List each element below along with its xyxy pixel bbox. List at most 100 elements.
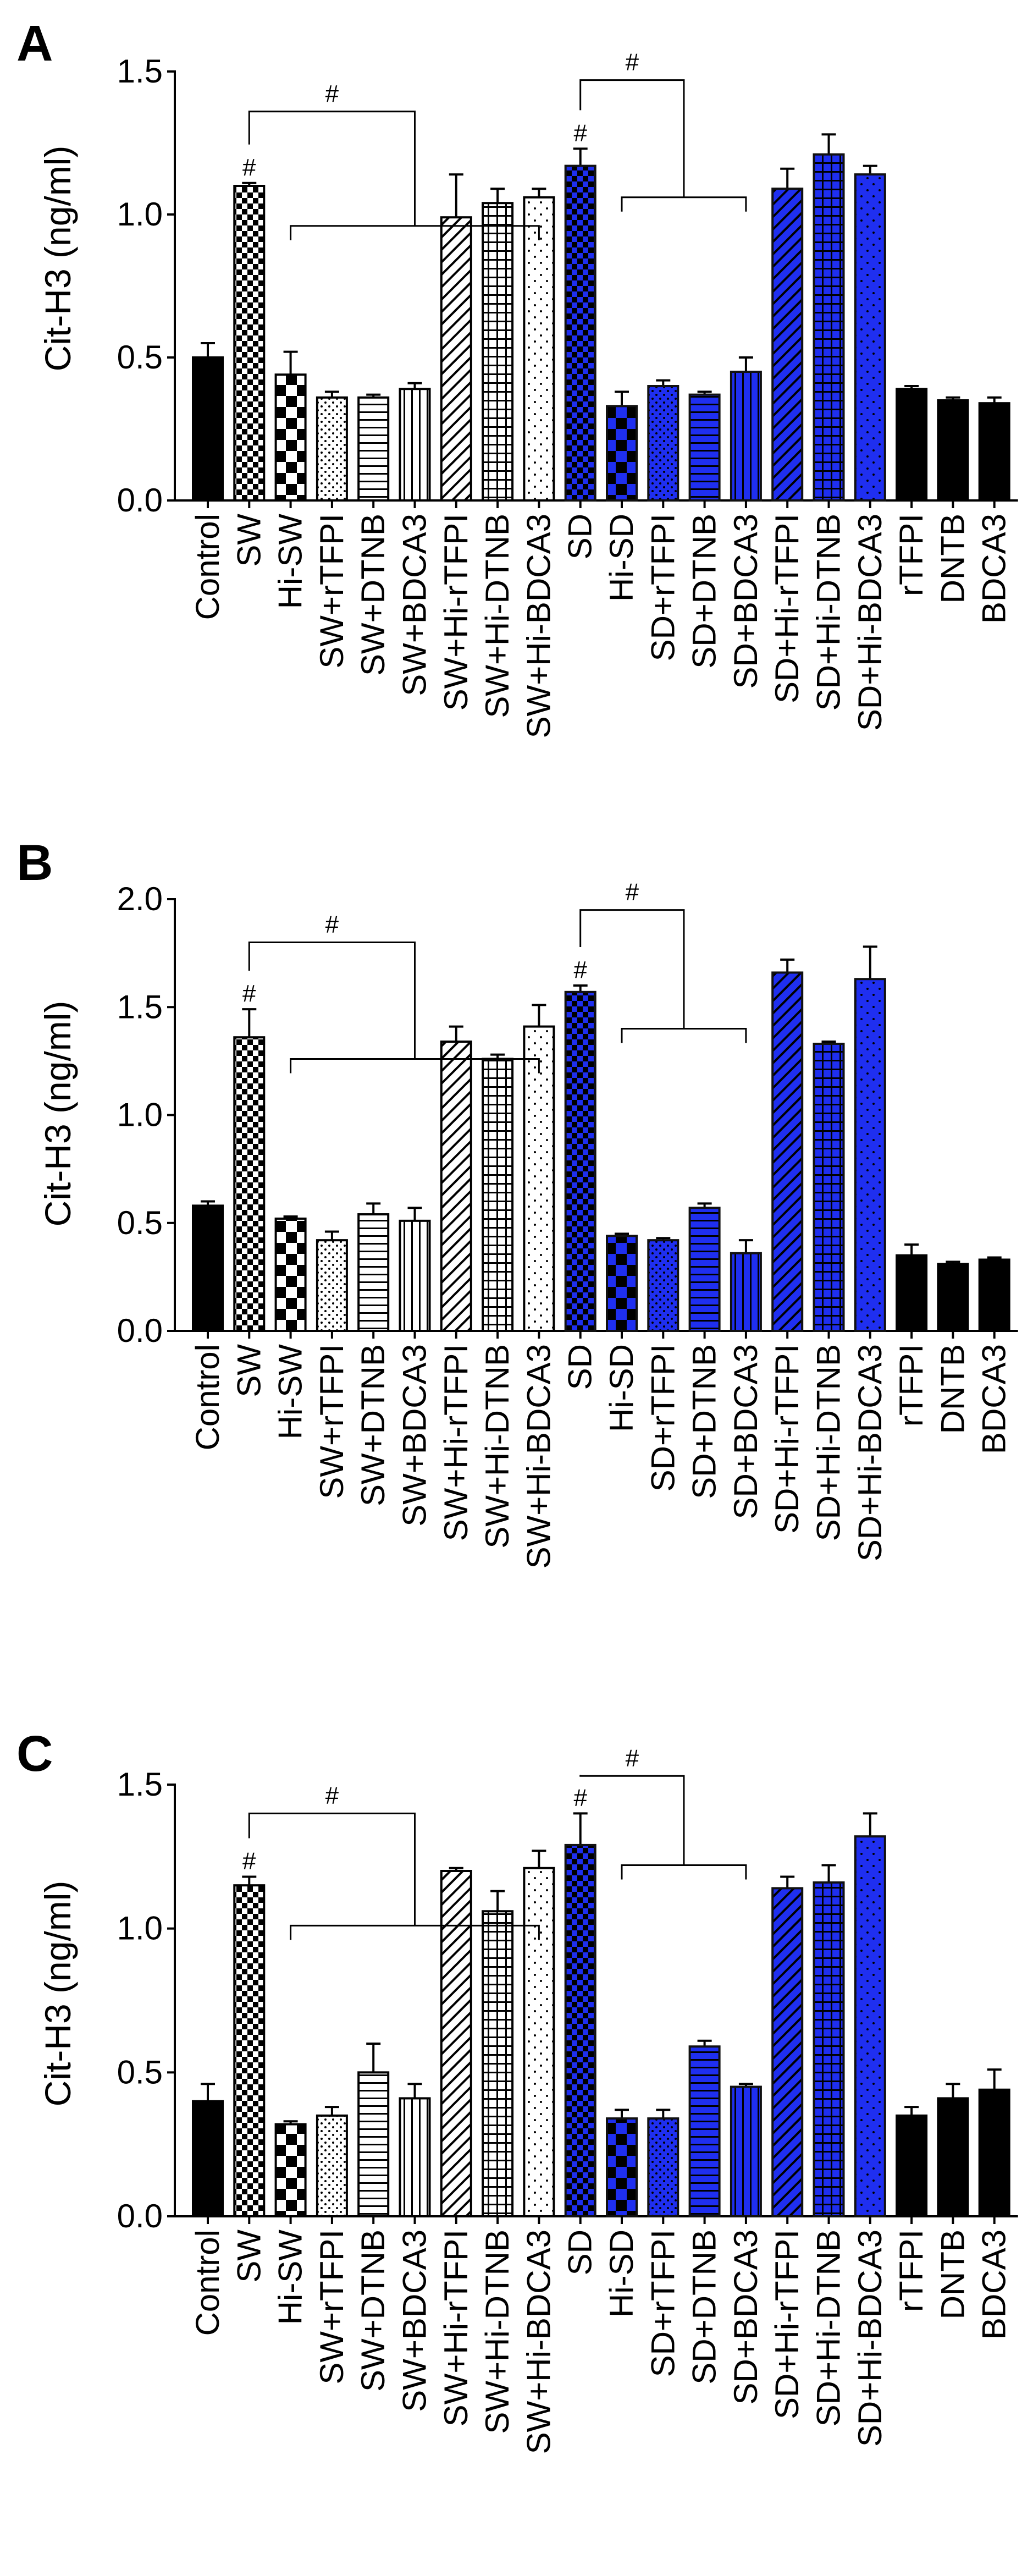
bar-sw-dtnb [357, 1213, 390, 1333]
bar-sd-hi-bdca3 [854, 1835, 886, 2217]
comparison-bracket-span [621, 1864, 747, 1880]
x-tick-label: SW+Hi-DTNB [479, 2230, 516, 2434]
bracket-significance-marker: # [626, 879, 639, 906]
bar-sw-hi-dtnb [482, 1910, 514, 2217]
bar-sw-hi-rtfpi [440, 1041, 472, 1333]
y-tick-label: 0.5 [117, 1204, 163, 1241]
bar-hi-sw [274, 2123, 307, 2218]
y-axis-label: Cit-H3 (ng/ml) [37, 146, 78, 372]
bar-sd-dtnb [688, 2045, 721, 2218]
x-tick-label: SD [562, 514, 599, 559]
x-tick-label: Control [189, 1344, 226, 1450]
bar-dntb [937, 399, 969, 502]
bar-sd-hi-rtfpi [771, 188, 804, 502]
y-tick-label: 0.0 [117, 1312, 163, 1349]
y-axis-label: Cit-H3 (ng/ml) [37, 1001, 78, 1227]
bar-sw-hi-bdca3 [523, 1867, 555, 2217]
bar-bdca3 [978, 2088, 1010, 2218]
x-tick-label: rTFPI [893, 1344, 930, 1427]
x-tick-label: SW+Hi-rTFPI [438, 1344, 474, 1541]
x-tick-label: SD [562, 1344, 599, 1390]
y-axis-label: Cit-H3 (ng/ml) [37, 1881, 78, 2107]
bar-sw-bdca3 [399, 2097, 431, 2218]
x-tick-label: SD+DTNB [686, 514, 723, 669]
x-tick-label: Control [189, 2230, 226, 2336]
bar-sd-bdca3 [730, 2085, 762, 2217]
x-tick-label: BDCA3 [976, 2230, 1013, 2340]
x-tick-label: SD+Hi-BDCA3 [852, 1344, 888, 1561]
significance-marker: # [242, 980, 256, 1007]
bar-bdca3 [978, 402, 1010, 502]
y-tick-label: 0.0 [117, 482, 163, 519]
bracket-significance-marker: # [325, 911, 339, 938]
bar-sw [233, 1036, 266, 1332]
y-tick-label: 1.0 [117, 1910, 163, 1947]
bar-rtfpi [896, 1254, 928, 1332]
x-tick-label: SD+Hi-DTNB [810, 1344, 847, 1541]
x-tick-label: SD+Hi-DTNB [810, 2230, 847, 2426]
x-tick-label: rTFPI [893, 514, 930, 596]
x-tick-label: Control [189, 514, 226, 620]
bar-sd-hi-rtfpi [771, 1887, 804, 2217]
bar-sd-hi-dtnb [813, 1881, 845, 2217]
x-tick-label: SD+Hi-BDCA3 [852, 514, 888, 731]
bar-control [192, 1204, 224, 1333]
x-tick-label: SD+rTFPI [644, 514, 681, 661]
bar-dntb [937, 2097, 969, 2218]
bar-sd-dtnb [688, 1207, 721, 1332]
x-tick-label: SW+BDCA3 [396, 1344, 433, 1527]
x-tick-label: SD+DTNB [686, 2230, 723, 2385]
y-tick-label: 1.5 [117, 1766, 163, 1803]
x-tick-label: SW+rTFPI [313, 514, 350, 669]
bar-sd-hi-dtnb [813, 1042, 845, 1332]
comparison-bracket-span [621, 196, 747, 212]
bracket-significance-marker: # [626, 49, 639, 76]
comparison-bracket [579, 909, 685, 1029]
x-tick-label: SW+Hi-DTNB [479, 514, 516, 718]
x-tick-label: SW [230, 1344, 267, 1397]
x-tick-label: BDCA3 [976, 1344, 1013, 1454]
bar-sd [564, 164, 596, 502]
y-tick-label: 1.5 [117, 53, 163, 90]
bar-sw [233, 185, 266, 502]
comparison-bracket [248, 111, 416, 226]
bracket-significance-marker: # [626, 1744, 639, 1771]
bar-sd-hi-bdca3 [854, 978, 886, 1332]
x-tick-label: SD+Hi-DTNB [810, 514, 847, 711]
x-tick-label: DNTB [934, 1344, 971, 1434]
bar-sw-hi-rtfpi [440, 1870, 472, 2217]
x-tick-label: SD+DTNB [686, 1344, 723, 1499]
bar-sw-bdca3 [399, 1219, 431, 1332]
bar-sw-rtfpi [316, 2114, 348, 2217]
comparison-bracket [248, 942, 416, 1059]
bar-sd-dtnb [688, 393, 721, 502]
x-tick-label: Hi-SD [603, 514, 640, 602]
x-tick-label: Hi-SW [272, 1344, 309, 1440]
x-tick-label: SW+Hi-rTFPI [438, 2230, 474, 2426]
bar-control [192, 2100, 224, 2218]
x-tick-label: SD+Hi-rTFPI [769, 2230, 805, 2419]
comparison-bracket-span [290, 1058, 540, 1074]
x-tick-label: SW+DTNB [355, 1344, 391, 1506]
significance-marker: # [573, 956, 587, 983]
comparison-bracket [579, 79, 685, 197]
bar-sw-bdca3 [399, 388, 431, 502]
comparison-bracket-span [621, 1028, 747, 1043]
x-tick-label: SD+BDCA3 [727, 1344, 764, 1519]
y-tick-label: 1.0 [117, 1097, 163, 1133]
bar-sd [564, 990, 596, 1332]
bar-sd-rtfpi [647, 1239, 680, 1332]
bar-control [192, 356, 224, 502]
x-tick-label: Hi-SD [603, 2230, 640, 2318]
bar-sw-hi-bdca3 [523, 1025, 555, 1332]
x-tick-label: SW+Hi-BDCA3 [520, 2230, 557, 2454]
bar-sw-hi-dtnb [482, 202, 514, 502]
x-tick-label: SD+BDCA3 [727, 514, 764, 689]
bar-sw-hi-bdca3 [523, 196, 555, 502]
x-tick-label: SD+Hi-rTFPI [769, 514, 805, 703]
x-tick-label: SW+DTNB [355, 514, 391, 676]
